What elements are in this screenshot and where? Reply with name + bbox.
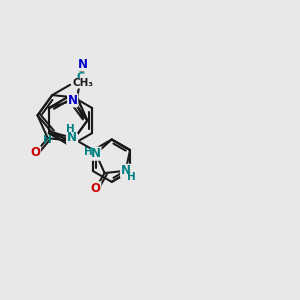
Text: H: H — [66, 124, 75, 134]
Text: H: H — [127, 172, 136, 182]
Text: H: H — [83, 147, 92, 157]
Text: H: H — [43, 135, 52, 145]
Text: N: N — [68, 94, 78, 107]
Text: N: N — [67, 131, 77, 144]
Text: O: O — [91, 182, 101, 195]
Text: O: O — [30, 146, 40, 159]
Text: N: N — [91, 147, 101, 160]
Text: C: C — [77, 72, 85, 82]
Text: N: N — [78, 58, 88, 71]
Text: N: N — [68, 134, 78, 147]
Text: N: N — [121, 164, 130, 177]
Text: CH₃: CH₃ — [73, 78, 94, 88]
